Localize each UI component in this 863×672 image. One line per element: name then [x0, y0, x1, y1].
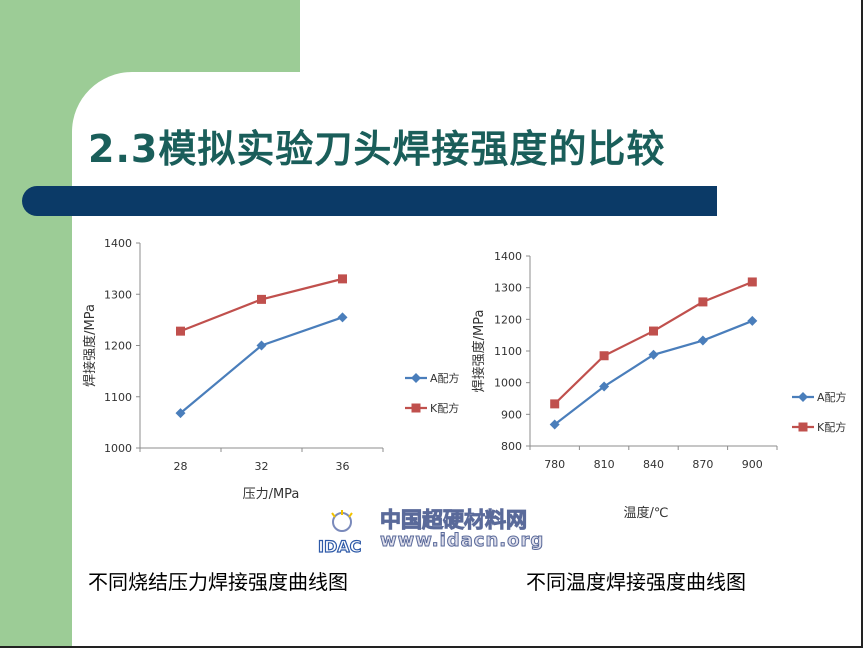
c0-series-0-point: [175, 408, 186, 419]
c1-series-0-point: [549, 419, 560, 430]
right-chart-caption: 不同温度焊接强度曲线图: [526, 570, 746, 594]
c1-series-line-0: [554, 319, 753, 426]
c1-series-1-point: [649, 326, 658, 336]
c0-series-0-point: [256, 340, 267, 351]
watermark-url: www.idacn.org: [379, 530, 545, 552]
c0-y-axis-label: 焊接强度/MPa: [82, 304, 98, 387]
c0-series-0-point: [337, 312, 348, 323]
c1-x-tick-label: 900: [742, 458, 763, 471]
c1-y-tick-label: 1200: [494, 313, 522, 326]
title-underline-bar: [22, 186, 717, 216]
c0-series-line-1: [180, 277, 343, 333]
c1-series-line-1: [553, 280, 753, 405]
c0-series-1-point: [338, 274, 347, 284]
c0-y-tick-label: 1100: [104, 391, 132, 404]
c1-y-tick-label: 1400: [494, 250, 522, 263]
c0-y-tick-label: 1200: [104, 340, 132, 353]
c1-series-0-point: [697, 335, 708, 346]
c0-x-tick-label: 28: [174, 460, 188, 473]
c0-x-tick-label: 32: [255, 460, 269, 473]
watermark: IDAC 中国超硬材料网 www.idacn.org: [312, 498, 572, 558]
c1-series-1-point: [698, 297, 708, 307]
c1-legend-marker-0: [798, 392, 808, 402]
c1-y-tick-label: 1100: [494, 345, 522, 358]
pressure-strength-chart: 1000 1100 1200 1300 1400 28 32 36 压力/MPa 焊接强度/MPa…: [82, 237, 460, 502]
c1-series-1-point: [599, 351, 609, 361]
c0-y-tick-label: 1300: [104, 288, 132, 301]
c1-y-tick-label: 1300: [494, 282, 522, 295]
c1-x-axis-label: 温度/℃: [624, 505, 669, 521]
c1-series-1-point: [747, 277, 757, 287]
c0-x-tick-label: 36: [336, 460, 350, 473]
c0-series-1-point: [176, 326, 185, 336]
slide-title: 2.3模拟实验刀头焊接强度的比较: [88, 127, 666, 171]
c1-series-0-point: [747, 315, 758, 326]
c1-legend-label-0: A配方: [817, 390, 847, 404]
logo-text: IDAC: [318, 537, 361, 556]
c1-series-0-point: [599, 381, 610, 392]
c0-y-tick-label: 1400: [104, 237, 132, 250]
c1-series-0-point: [648, 349, 659, 360]
slide-border-right: [861, 0, 863, 648]
c1-x-tick-label: 840: [643, 458, 664, 471]
watermark-site-name: 中国超硬材料网: [380, 508, 528, 533]
logo-ring-icon: [332, 512, 352, 532]
slide-border-bottom: [0, 646, 863, 648]
c1-series-1-point: [550, 399, 560, 409]
content-panel: [72, 72, 863, 672]
c1-y-tick-label: 900: [501, 408, 522, 421]
c1-legend-marker-1: [798, 422, 808, 432]
c0-x-axis-label: 压力/MPa: [243, 487, 300, 502]
idac-logo: IDAC: [317, 510, 362, 557]
c0-series-1-point: [257, 294, 266, 304]
c1-y-tick-label: 1000: [494, 377, 522, 390]
left-chart-caption: 不同烧结压力焊接强度曲线图: [88, 570, 348, 594]
logo-sun-icon: [331, 510, 353, 518]
c1-x-tick-label: 810: [594, 458, 615, 471]
c1-x-tick-label: 780: [544, 458, 565, 471]
c1-y-axis-label: 焊接强度/MPa: [471, 310, 487, 393]
c0-y-tick-label: 1000: [104, 442, 132, 455]
c0-legend-marker-0: [411, 373, 421, 383]
temperature-strength-chart: 800 900 1000 1100 1200 1300 1400 780 810 840 870 90…: [471, 250, 847, 521]
c1-x-tick-label: 870: [692, 458, 713, 471]
c0-legend-marker-1: [411, 403, 421, 413]
c0-legend-label-0: A配方: [430, 371, 460, 385]
c1-y-tick-label: 800: [501, 440, 522, 453]
c0-legend-label-1: K配方: [430, 401, 459, 415]
c1-legend-label-1: K配方: [817, 420, 846, 434]
c0-series-line-0: [179, 316, 343, 414]
